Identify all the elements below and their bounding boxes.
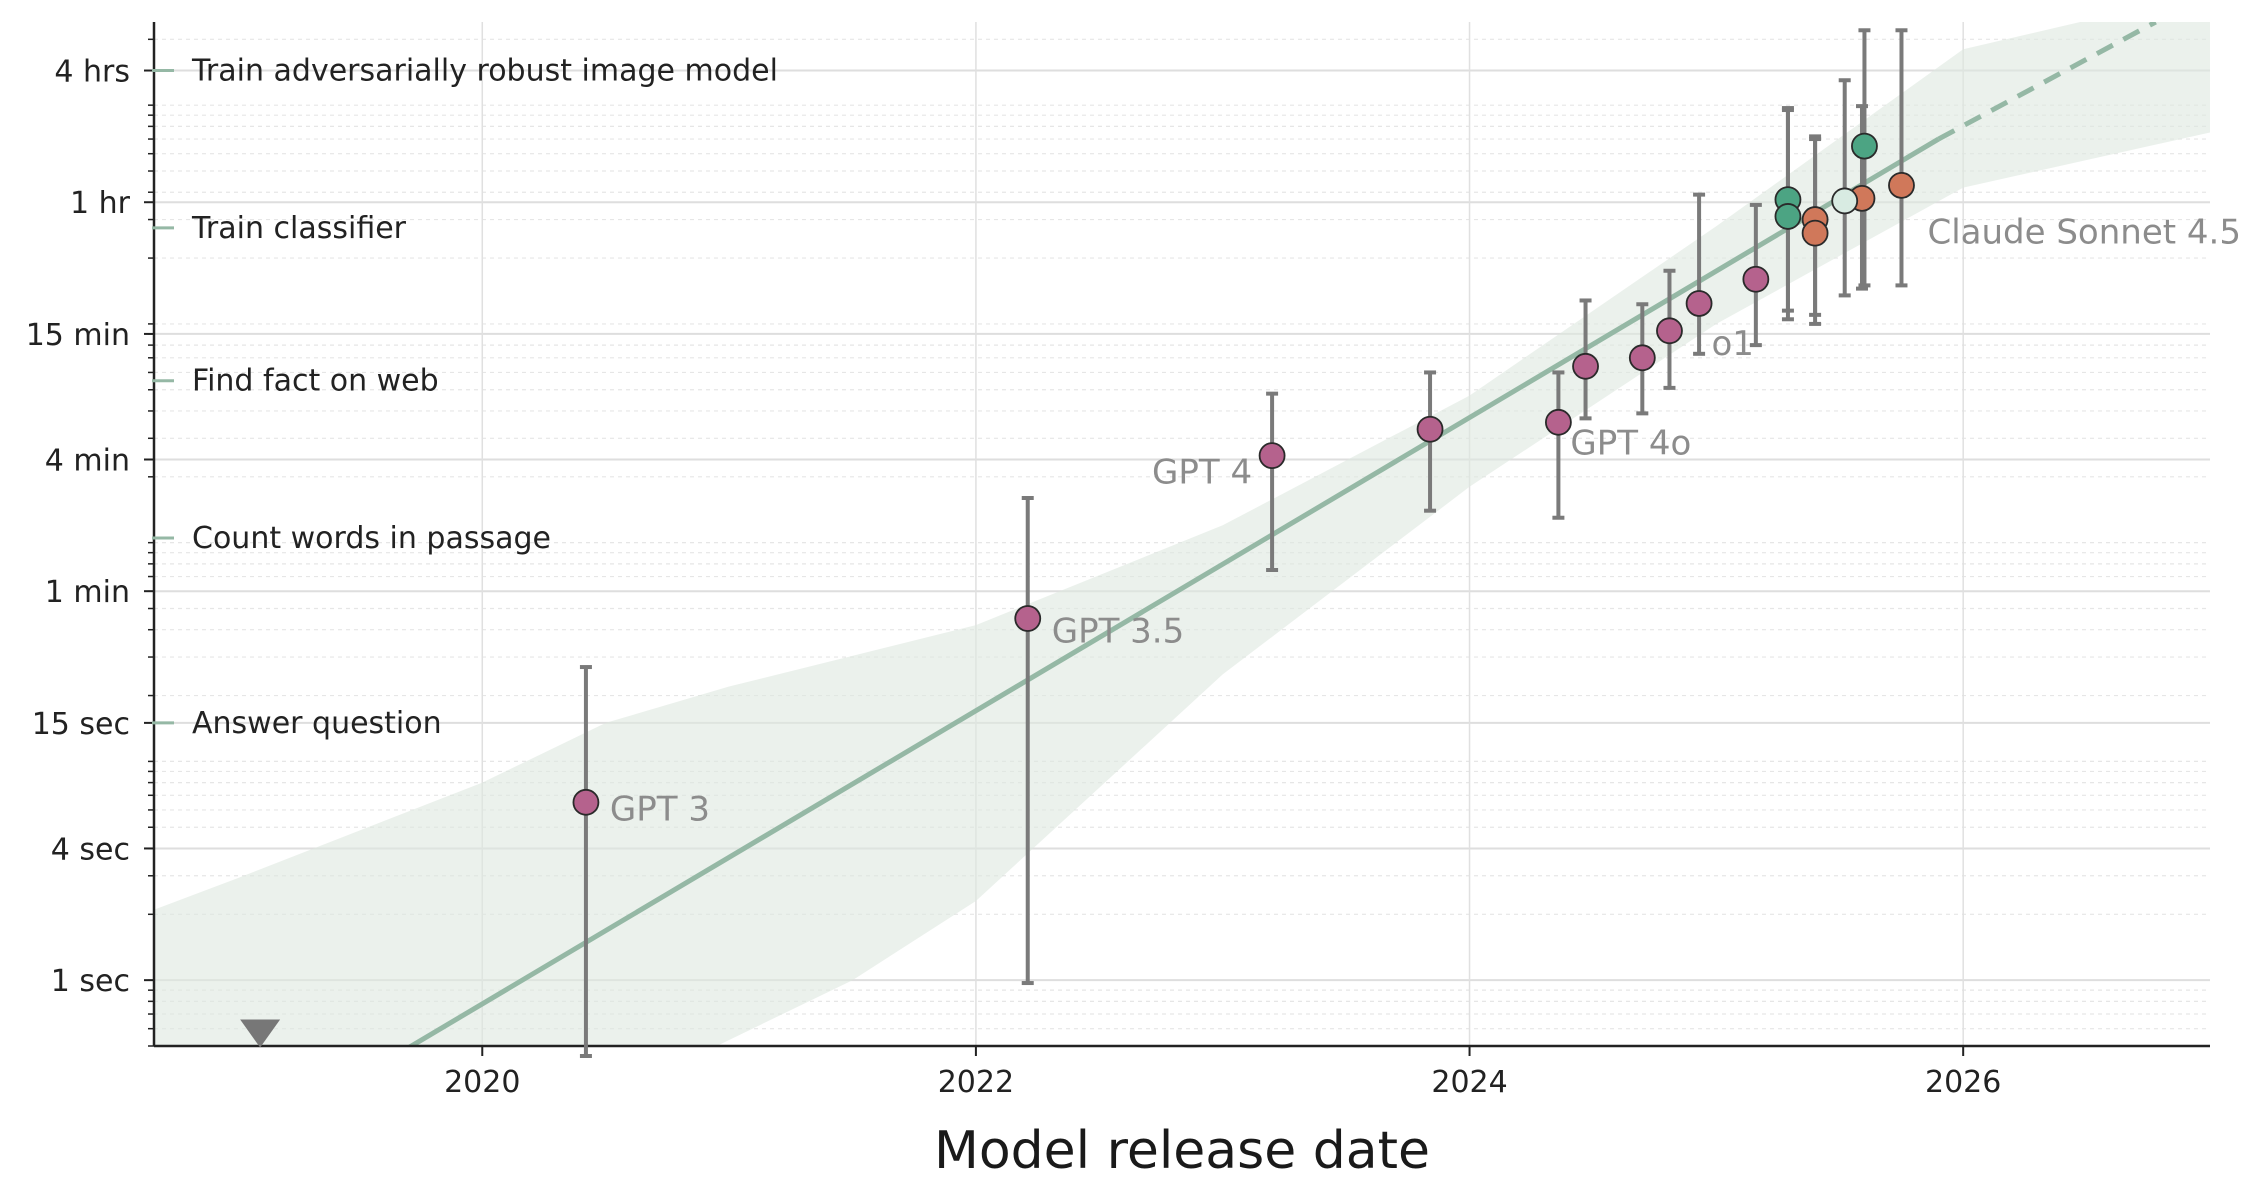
data-point (1628, 344, 1656, 372)
data-points (572, 132, 1915, 816)
model-label: Claude Sonnet 4.5 (1927, 212, 2241, 252)
x-tick-label: 2024 (1431, 1065, 1507, 1100)
x-axis-label: Model release date (934, 1121, 1430, 1181)
data-point (1888, 171, 1915, 199)
task-label: Train classifier (191, 211, 407, 246)
data-point (1801, 219, 1829, 247)
data-point (1544, 408, 1572, 436)
major-gridlines (154, 22, 2210, 1046)
y-tick-label: 4 hrs (54, 55, 130, 90)
data-point (1685, 290, 1713, 317)
task-label: Find fact on web (192, 364, 439, 399)
data-point (1851, 132, 1878, 160)
task-annotations: Train adversarially robust image model Tr… (152, 54, 778, 741)
y-tick-label: 1 sec (51, 964, 130, 999)
data-point (1014, 605, 1042, 632)
x-ticks: 2020 2022 2024 2026 (444, 1046, 2001, 1100)
y-tick-label: 15 min (26, 318, 130, 353)
y-tick-label: 1 hr (70, 186, 131, 221)
y-tick-label: 15 sec (32, 707, 130, 742)
task-label: Answer question (192, 706, 442, 741)
data-point (1774, 203, 1802, 230)
data-point (572, 788, 600, 816)
trend-projection-line (1937, 22, 2157, 142)
below-range-marker (240, 1019, 281, 1048)
model-label: GPT 3 (610, 789, 710, 829)
model-label: GPT 4 (1152, 453, 1252, 493)
x-tick-label: 2022 (938, 1065, 1014, 1100)
data-point (1831, 187, 1859, 215)
x-tick-label: 2020 (444, 1065, 520, 1100)
data-point (1572, 352, 1599, 380)
axes (152, 22, 2210, 1048)
y-ticks: 1 sec 4 sec 15 sec 1 min 4 min 15 min 1 hr 4 hr… (26, 55, 154, 999)
model-label: GPT 4o (1570, 423, 1691, 463)
data-point (1656, 317, 1683, 345)
y-tick-label: 4 min (45, 443, 130, 478)
confidence-band (154, 22, 2210, 1046)
task-label: Count words in passage (192, 521, 551, 556)
model-label: o1 (1711, 324, 1753, 364)
model-labels: GPT 3 GPT 3.5 GPT 4 GPT 4o o1 Claude Sonnet 4… (610, 212, 2241, 829)
data-point (1258, 442, 1286, 470)
y-tick-label: 1 min (45, 575, 130, 610)
model-label: GPT 3.5 (1052, 612, 1185, 652)
data-point (1742, 265, 1770, 293)
data-point (1416, 415, 1444, 443)
trend-line (406, 136, 1940, 1046)
task-label: Train adversarially robust image model (191, 54, 778, 89)
y-tick-label: 4 sec (51, 832, 130, 867)
x-tick-label: 2026 (1925, 1065, 2001, 1100)
